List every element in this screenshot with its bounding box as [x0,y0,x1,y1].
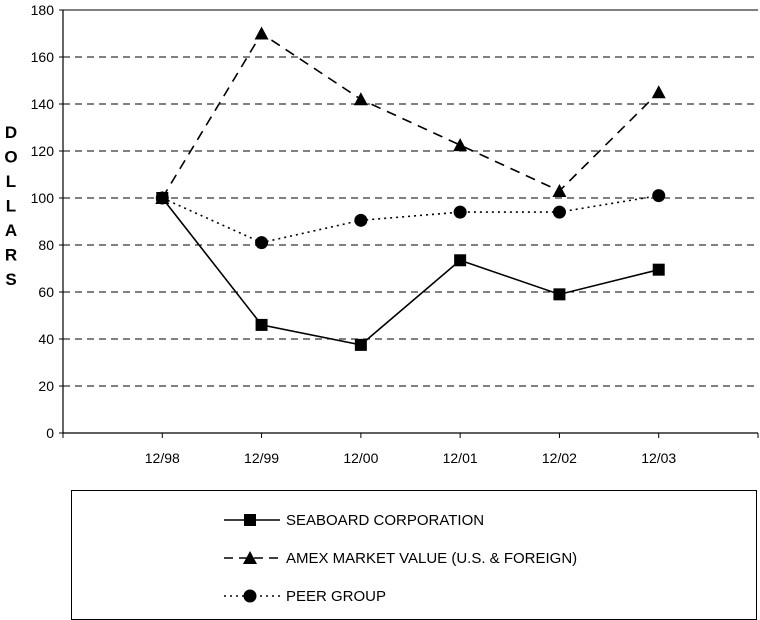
y-tick-label: 0 [46,425,54,441]
x-tick-label: 12/99 [244,450,279,466]
y-tick-label: 100 [31,190,55,206]
data-point-circle [453,205,467,219]
series-lines [155,26,666,351]
series-line [161,194,659,244]
y-axis-label-letter: S [5,270,16,289]
x-tick-label: 12/02 [542,450,577,466]
y-tick-label: 40 [38,331,54,347]
y-tick-label: 160 [31,49,55,65]
y-axis-label-letter: L [6,197,16,216]
y-tick-label: 60 [38,284,54,300]
y-tick-label: 180 [31,2,55,18]
series-1 [156,192,665,351]
series-line [161,197,659,346]
line-chart: 0 20 40 60 80 100 120 140 160 180 12/98 12/99 12/00… [4,2,759,466]
data-point-triangle [453,138,468,152]
data-point-triangle [552,183,567,197]
x-tick-label: 12/00 [343,450,378,466]
legend-label: PEER GROUP [286,587,387,605]
y-tick-label: 140 [31,96,55,112]
y-axis-label-letter: O [4,148,17,167]
legend-label: AMEX MARKET VALUE (U.S. & FOREIGN) [286,549,578,567]
data-point-circle [354,213,368,227]
y-axis-label-letter: R [5,246,17,265]
series-2 [155,26,666,204]
legend-item-amex: AMEX MARKET VALUE (U.S. & FOREIGN) [222,546,577,570]
data-point-circle [255,236,269,250]
legend-swatch-circle [224,589,280,603]
x-tick-labels: 12/98 12/99 12/00 12/01 12/02 12/03 [145,450,677,466]
y-tick-label: 120 [31,143,55,159]
x-tick-label: 12/98 [145,450,180,466]
data-point-circle [652,189,666,203]
legend-item-peer: PEER GROUP [222,584,386,608]
y-axis-label-letter: L [6,172,16,191]
data-point-square [255,318,268,331]
y-axis-label-letter: D [5,123,17,142]
legend-label: SEABOARD CORPORATION [286,511,485,529]
legend-swatch-triangle [224,551,280,564]
y-tick-label: 80 [38,237,54,253]
data-point-square [354,338,367,351]
data-point-triangle [651,85,666,99]
y-tick-labels: 0 20 40 60 80 100 120 140 160 180 [31,2,55,441]
data-point-circle [552,205,566,219]
data-point-square [454,254,467,267]
legend-swatch-square [224,514,280,526]
data-point-circle [155,191,169,205]
series-line [161,32,660,199]
y-tick-label: 20 [38,378,54,394]
axes [59,9,759,438]
x-tick-label: 12/01 [443,450,478,466]
legend: SEABOARD CORPORATION AMEX MARKET VALUE (… [71,490,757,620]
data-point-square [553,288,566,301]
y-axis-label-letter: A [5,221,17,240]
data-point-triangle [254,26,269,40]
data-point-square [652,263,665,276]
data-point-triangle [353,92,368,106]
legend-item-seaboard: SEABOARD CORPORATION [222,508,484,532]
x-tick-label: 12/03 [641,450,676,466]
series-3 [155,189,666,250]
